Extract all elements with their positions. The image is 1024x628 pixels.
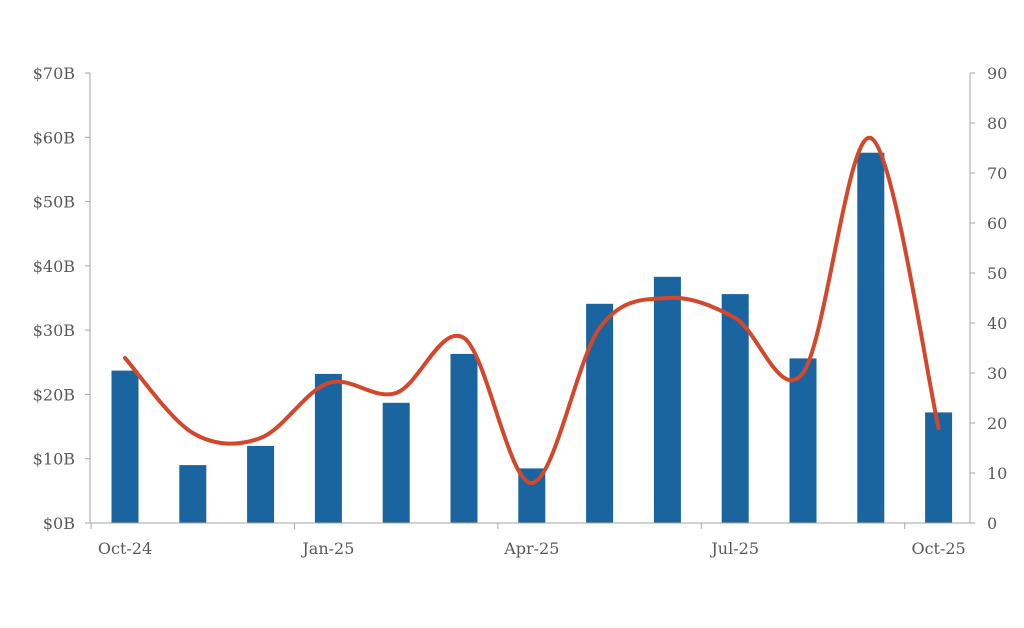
- right-tick-label: 90: [987, 64, 1007, 83]
- left-tick-label: $40B: [33, 257, 75, 276]
- bar-Aug-25: [789, 358, 817, 523]
- right-tick-label: 50: [987, 264, 1007, 283]
- bar-Jul-25: [721, 294, 749, 523]
- x-tick-label: Oct-25: [911, 539, 965, 558]
- bar-series: [111, 152, 953, 523]
- axes: [89, 73, 971, 524]
- left-tick-label: $10B: [33, 450, 75, 469]
- bar-Oct-24: [111, 370, 139, 523]
- x-tick-label: Apr-25: [503, 539, 559, 558]
- right-tick-label: 0: [987, 514, 997, 533]
- x-axis-ticks: Oct-24 Jan-25 Apr-25 Jul-25 Oct-25: [90, 523, 966, 558]
- left-tick-label: $30B: [33, 321, 75, 340]
- right-tick-label: 60: [987, 214, 1007, 233]
- right-tick-label: 30: [987, 364, 1007, 383]
- right-tick-label: 80: [987, 114, 1007, 133]
- right-tick-label: 40: [987, 314, 1007, 333]
- left-tick-label: $50B: [33, 193, 75, 212]
- left-tick-label: $20B: [33, 385, 75, 404]
- bar-May-25: [586, 303, 614, 523]
- x-tick-label: Oct-24: [98, 539, 152, 558]
- left-tick-label: $70B: [33, 64, 75, 83]
- bar-Oct-25: [925, 412, 953, 523]
- line-series: [123, 135, 941, 485]
- right-axis-ticks: 0 10 20 30 40 50 60 70 80 90: [970, 64, 1007, 533]
- x-tick-label: Jan-25: [300, 539, 354, 558]
- left-axis-ticks: $0B $10B $20B $30B $40B $50B $60B $70B: [33, 64, 90, 533]
- bar-Sep-25: [857, 152, 885, 523]
- left-tick-label: $60B: [33, 128, 75, 147]
- bar-Mar-25: [450, 353, 478, 523]
- right-tick-label: 70: [987, 164, 1007, 183]
- bar-Jun-25: [653, 276, 681, 523]
- bar-Feb-25: [382, 402, 410, 523]
- bar-Dec-24: [247, 445, 275, 523]
- left-tick-label: $0B: [43, 514, 75, 533]
- x-tick-label: Jul-25: [709, 539, 759, 558]
- right-tick-label: 20: [987, 414, 1007, 433]
- bar-Jan-25: [314, 373, 342, 523]
- bar-Nov-24: [179, 465, 207, 523]
- right-tick-label: 10: [987, 464, 1007, 483]
